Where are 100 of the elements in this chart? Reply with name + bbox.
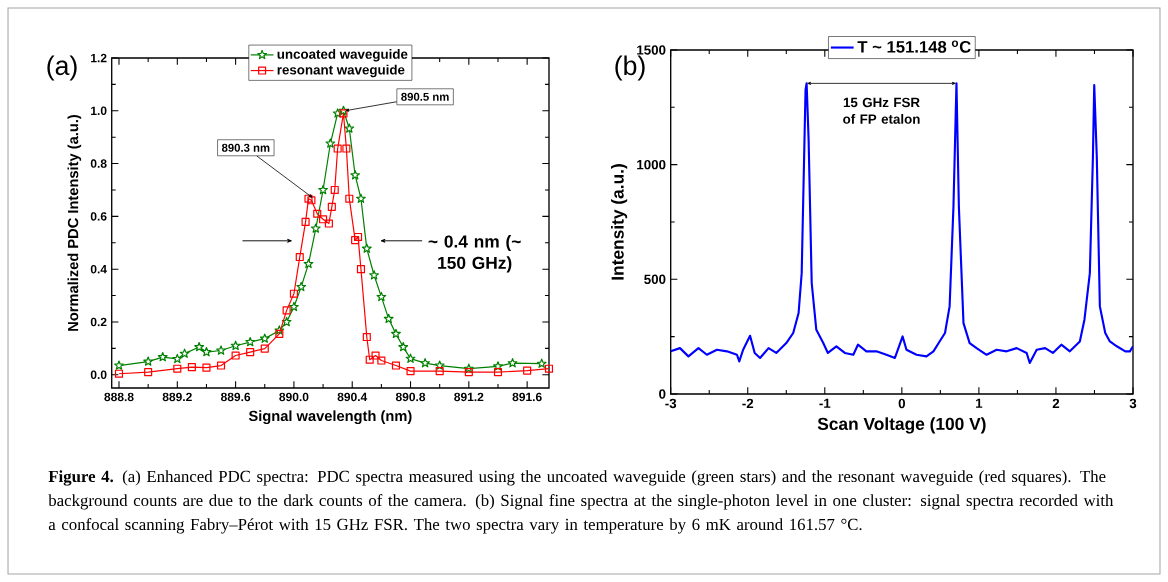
point (405, 353, 416, 363)
x-tick-label: 1 (976, 398, 983, 408)
point (536, 358, 547, 368)
point (544, 364, 554, 373)
annotation: 15 GHz FSR of FP etalon (843, 97, 920, 124)
point (301, 217, 310, 226)
x-tick-label: 890.8 (395, 392, 426, 402)
y-axis-title: Normalized PDC Intensity (a.u.) (67, 114, 82, 331)
point (333, 144, 342, 153)
point (344, 123, 355, 133)
point (319, 215, 328, 224)
point (339, 109, 348, 118)
point (391, 361, 401, 370)
point (391, 328, 401, 339)
x-tick-label: -1 (819, 398, 831, 408)
point (201, 346, 212, 357)
point (296, 281, 307, 292)
point (143, 356, 154, 366)
x-tick-label: -2 (742, 398, 754, 409)
point (202, 363, 211, 372)
line-series (670, 82, 1133, 365)
x-tick-label: 3 (1129, 398, 1137, 409)
x-tick-label: 890.4 (337, 392, 368, 402)
point (157, 351, 168, 362)
chart-title: (a) (47, 55, 77, 81)
y-tick-label: 500 (644, 274, 666, 285)
y-tick-label: 0.4 (90, 264, 107, 274)
point (398, 341, 409, 352)
y-tick-label: 1.2 (91, 53, 107, 63)
point (313, 209, 322, 218)
x-tick-label: 891.6 (512, 392, 542, 402)
point (324, 219, 333, 228)
point (376, 291, 387, 302)
point (464, 368, 473, 377)
point (246, 348, 255, 357)
point (383, 313, 394, 324)
point (187, 363, 196, 372)
point (435, 367, 444, 376)
point (493, 368, 503, 377)
point (260, 344, 269, 353)
point (351, 236, 360, 245)
point (350, 170, 361, 180)
point (377, 356, 386, 365)
y-tick-label: 1000 (637, 159, 666, 170)
point (353, 232, 363, 242)
x-tick-label: 891.2 (454, 392, 484, 402)
x-tick-label: -3 (665, 398, 677, 409)
point (289, 301, 299, 312)
point (369, 270, 379, 280)
legend-label: uncoated waveguide (277, 49, 408, 62)
point (318, 184, 328, 195)
point (362, 332, 371, 342)
y-tick-label: 0.0 (90, 370, 107, 380)
x-tick-label: 889.2 (162, 392, 192, 402)
legend-label: resonant waveguide (277, 64, 405, 78)
point (289, 289, 298, 298)
point (114, 369, 124, 378)
point (303, 258, 314, 269)
point (356, 193, 366, 203)
point (310, 223, 321, 233)
y-tick-label: 1.0 (91, 106, 107, 116)
annotation: 890.5 nm (401, 92, 449, 101)
point (173, 364, 182, 373)
point (356, 265, 366, 274)
chart-title: (b) (615, 55, 645, 81)
y-tick-label: 1500 (637, 45, 666, 55)
point (325, 138, 336, 148)
point (245, 336, 256, 347)
annotation: 890.3 nm (221, 143, 270, 152)
point (330, 185, 339, 195)
point (342, 144, 351, 153)
point (179, 348, 190, 358)
point (282, 306, 291, 315)
point (507, 358, 518, 368)
x-tick-label: 889.6 (220, 392, 251, 402)
point (295, 252, 304, 262)
x-tick-label: 888.8 (104, 392, 134, 402)
x-tick-label: 0 (898, 398, 906, 409)
y-tick-label: 0.2 (90, 317, 107, 327)
point (144, 368, 153, 377)
point (216, 361, 226, 370)
y-tick-label: 0.8 (90, 159, 107, 168)
point (172, 353, 183, 364)
text: T ~ 151.148 $^{o}$C (857, 40, 971, 53)
point (365, 355, 374, 364)
x-tick-label: 890.0 (279, 392, 309, 402)
point (281, 316, 292, 327)
x-axis-title: Scan Voltage (100 V) (817, 417, 986, 434)
text: Figure 4. (a) Enhanced PDC spectra: PDC spectra measured using the uncoated waveguide (green stars) and the resonant waveguide (red squares). The background counts are due to the dark counts of the camera. (b) Signal fine spectra at the single-photon level in one cluster: signal spectra recorded with a confocal scanning Fabry–Pérot with 15 GHz FSR. The two spectra vary in temperature by 6 mK around 161.57 °C. (48, 470, 1114, 534)
point (275, 329, 284, 338)
point (231, 351, 240, 360)
point (216, 345, 226, 355)
point (361, 243, 372, 253)
point (327, 202, 336, 211)
x-tick-label: 2 (1052, 398, 1060, 409)
point (345, 194, 354, 203)
point (420, 358, 431, 368)
point (523, 366, 532, 375)
y-tick-label: 0.6 (90, 212, 107, 221)
point (406, 367, 415, 376)
